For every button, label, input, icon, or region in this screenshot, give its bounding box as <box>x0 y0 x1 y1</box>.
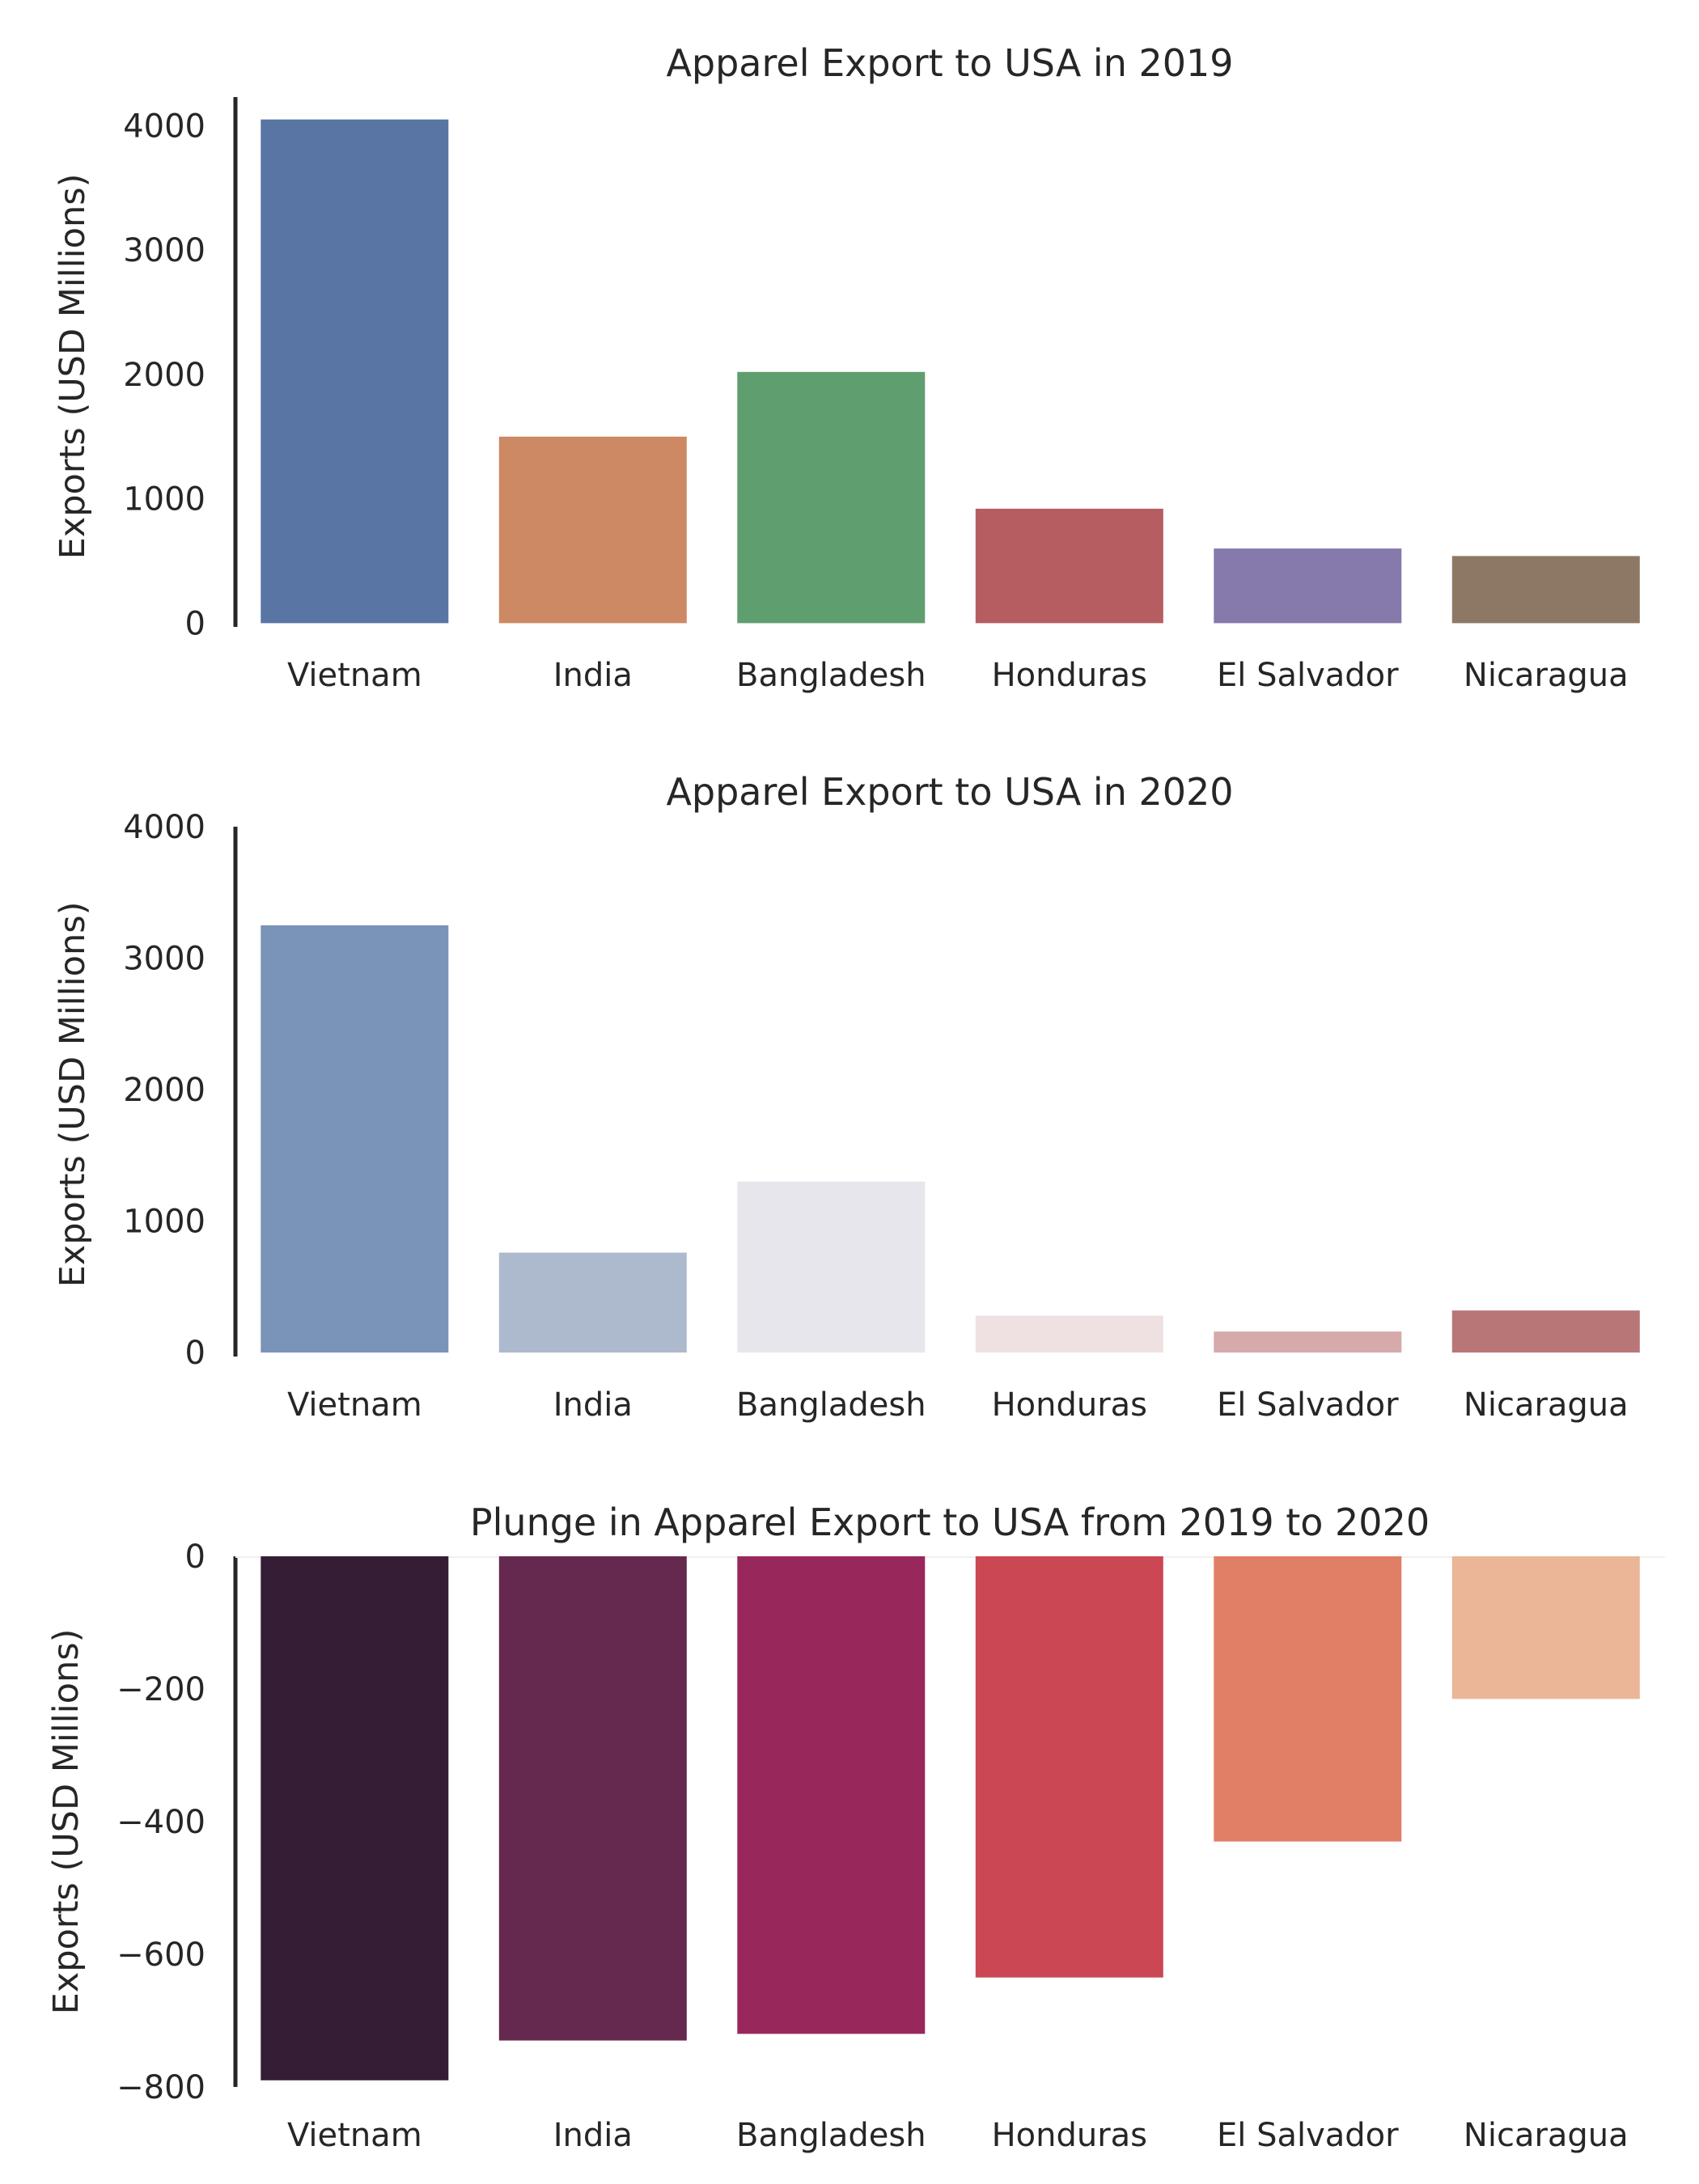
x-tick-label: Honduras <box>992 1386 1147 1424</box>
chart-plunge-2019-2020: Plunge in Apparel Export to USA from 201… <box>46 1500 1665 2154</box>
chart-exports-2020: Apparel Export to USA in 2020 Exports (U… <box>53 770 1640 1424</box>
bar-el-salvador <box>1214 1556 1402 1842</box>
x-tick-label: El Salvador <box>1217 2117 1399 2154</box>
x-ticks: Vietnam India Bangladesh Honduras El Salvado… <box>287 657 1629 694</box>
x-tick-label: Nicaragua <box>1464 2117 1629 2154</box>
x-tick-label: El Salvador <box>1217 1386 1399 1424</box>
y-tick-label: 1000 <box>123 1204 205 1241</box>
y-tick-label: −600 <box>117 1936 205 1974</box>
x-tick-label: Nicaragua <box>1464 657 1629 694</box>
x-tick-label: Honduras <box>992 2117 1147 2154</box>
bar-honduras <box>975 508 1163 624</box>
x-tick-label: Vietnam <box>287 657 422 694</box>
x-tick-label: Bangladesh <box>736 2117 926 2154</box>
y-axis-label: Exports (USD Millions) <box>46 1629 87 2015</box>
y-tick-label: 4000 <box>123 809 205 846</box>
chart-exports-2019: Apparel Export to USA in 2019 Exports (U… <box>53 41 1640 694</box>
y-ticks: 0 −200 −400 −600 −800 <box>117 1539 205 2106</box>
x-tick-label: El Salvador <box>1217 657 1399 694</box>
x-tick-label: Bangladesh <box>736 1386 926 1424</box>
y-tick-label: 0 <box>185 1335 205 1372</box>
y-tick-label: 0 <box>185 605 205 642</box>
x-tick-label: Nicaragua <box>1464 1386 1629 1424</box>
x-ticks: Vietnam India Bangladesh Honduras El Salvado… <box>287 2117 1629 2154</box>
y-ticks: 0 1000 2000 3000 4000 <box>123 809 205 1372</box>
bar-bangladesh <box>737 1181 926 1353</box>
y-axis-label: Exports (USD Millions) <box>53 902 93 1288</box>
chart-title: Apparel Export to USA in 2020 <box>666 770 1233 814</box>
chart-title: Plunge in Apparel Export to USA from 201… <box>470 1500 1430 1544</box>
bar-nicaragua <box>1451 1556 1640 1699</box>
bar-bangladesh <box>737 1556 926 2034</box>
x-tick-label: India <box>553 1386 633 1424</box>
y-tick-label: −400 <box>117 1804 205 1841</box>
bar-el-salvador <box>1214 1331 1402 1353</box>
y-ticks: 0 1000 2000 3000 4000 <box>123 108 205 642</box>
y-axis-label: Exports (USD Millions) <box>53 174 93 560</box>
bars <box>261 925 1640 1353</box>
y-tick-label: 3000 <box>123 232 205 269</box>
x-ticks: Vietnam India Bangladesh Honduras El Salvado… <box>287 1386 1629 1424</box>
bar-india <box>498 436 687 624</box>
bar-vietnam <box>261 925 449 1353</box>
chart-title: Apparel Export to USA in 2019 <box>666 41 1233 85</box>
bar-nicaragua <box>1451 1310 1640 1353</box>
x-tick-label: Vietnam <box>287 2117 422 2154</box>
y-tick-label: 1000 <box>123 481 205 518</box>
bar-vietnam <box>261 1556 449 2080</box>
y-tick-label: −800 <box>117 2069 205 2106</box>
x-tick-label: India <box>553 2117 633 2154</box>
bar-el-salvador <box>1214 548 1402 624</box>
x-tick-label: Vietnam <box>287 1386 422 1424</box>
bar-india <box>498 1556 687 2041</box>
y-tick-label: 0 <box>185 1539 205 1576</box>
bar-vietnam <box>261 119 449 624</box>
bars <box>261 119 1640 624</box>
y-tick-label: 2000 <box>123 1072 205 1109</box>
x-tick-label: Bangladesh <box>736 657 926 694</box>
y-tick-label: 3000 <box>123 941 205 978</box>
y-tick-label: −200 <box>117 1671 205 1708</box>
bar-bangladesh <box>737 371 926 624</box>
bar-honduras <box>975 1556 1163 1978</box>
y-tick-label: 2000 <box>123 357 205 394</box>
bar-nicaragua <box>1451 556 1640 624</box>
y-tick-label: 4000 <box>123 108 205 145</box>
bars <box>261 1556 1640 2080</box>
bar-honduras <box>975 1315 1163 1353</box>
x-tick-label: India <box>553 657 633 694</box>
x-tick-label: Honduras <box>992 657 1147 694</box>
bar-india <box>498 1252 687 1353</box>
